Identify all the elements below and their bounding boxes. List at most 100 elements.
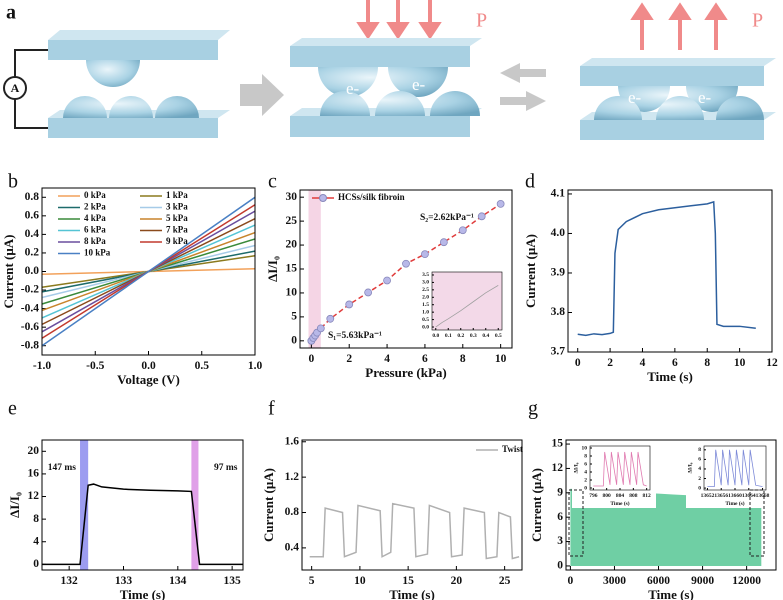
x-tick-label: 10 bbox=[354, 575, 366, 587]
x-tick-label: 8 bbox=[460, 353, 466, 365]
spheres bbox=[594, 96, 764, 120]
point bbox=[383, 276, 391, 285]
y-tick-label: 12 bbox=[552, 462, 564, 474]
hemisphere bbox=[318, 67, 448, 97]
y-tick-label: -0.4 bbox=[21, 302, 39, 314]
x-tick-label: 135 bbox=[224, 575, 242, 587]
release-arrows bbox=[630, 2, 728, 50]
panel-a: a A P e- e- P bbox=[3, 0, 776, 140]
y-tick-label: 4 bbox=[698, 466, 701, 472]
x-tick-label: 0.4 bbox=[482, 333, 489, 339]
x-tick-label: 0.3 bbox=[470, 333, 477, 339]
legend-label: 1 kPa bbox=[166, 190, 188, 200]
plot-frame bbox=[301, 439, 523, 571]
arrow bbox=[500, 63, 546, 83]
y-axis-label: ΔI/I₀ bbox=[265, 256, 280, 282]
plate-top bbox=[290, 38, 482, 46]
plate bbox=[290, 46, 470, 67]
plot-frame bbox=[41, 439, 244, 571]
x-tick-label: 133 bbox=[115, 575, 133, 587]
x-tick-label: 800 bbox=[603, 493, 612, 499]
x-tick-label: 0.2 bbox=[457, 333, 464, 339]
x-tick-label: 10 bbox=[734, 357, 746, 369]
x-tick-label: 6 bbox=[422, 353, 428, 365]
wire bbox=[14, 99, 48, 129]
x-tick-label: 0.0 bbox=[141, 360, 156, 372]
annotation: S₁=5.63kPa⁻¹ bbox=[328, 331, 382, 341]
spheres bbox=[320, 91, 480, 116]
annotation: 97 ms bbox=[214, 463, 238, 473]
ammeter-label: A bbox=[11, 81, 20, 95]
x-tick-label: 4 bbox=[640, 357, 646, 369]
y-tick-label: 3.5 bbox=[422, 272, 429, 278]
x-tick-label: 0.5 bbox=[195, 360, 210, 372]
electron-label: e- bbox=[412, 75, 426, 94]
x-tick-label: 2 bbox=[346, 353, 352, 365]
point bbox=[364, 288, 373, 297]
annotation: 147 ms bbox=[48, 463, 77, 473]
x-tick-label: 0.5 bbox=[495, 333, 502, 339]
x-tick-label: 12 bbox=[766, 357, 778, 369]
y-tick-label: 6 bbox=[557, 511, 563, 523]
y-tick-label: 4 bbox=[33, 535, 39, 547]
x-tick-label: 5 bbox=[309, 575, 315, 587]
x-tick-label: 2 bbox=[607, 357, 613, 369]
y-tick-label: 0 bbox=[584, 485, 587, 491]
y-tick-label: 9 bbox=[557, 486, 563, 498]
plot-frame bbox=[567, 189, 773, 353]
pressure-label: P bbox=[476, 10, 487, 32]
x-tick-label: 132 bbox=[61, 575, 79, 587]
line bbox=[42, 483, 243, 566]
y-tick-label: -0.6 bbox=[21, 321, 39, 333]
y-tick-label: 4.0 bbox=[551, 227, 566, 239]
x-axis-label: Time (s) bbox=[610, 500, 629, 507]
y-tick-label: 0.6 bbox=[25, 209, 40, 221]
x-tick-label: 808 bbox=[629, 493, 638, 499]
y-tick-label: 3.9 bbox=[551, 267, 566, 279]
y-axis-label: ΔI/I₀ bbox=[7, 492, 22, 518]
y-tick-label: 0.0 bbox=[25, 265, 40, 277]
point bbox=[402, 259, 410, 268]
legend-marker bbox=[319, 194, 327, 202]
y-tick-label: 0 bbox=[291, 334, 297, 346]
x-tick-label: 1.0 bbox=[248, 360, 263, 372]
x-tick-label: 0.0 bbox=[432, 333, 439, 339]
y-tick-label: 0.4 bbox=[285, 542, 300, 554]
legend-label: Twist bbox=[502, 444, 523, 454]
hemisphere bbox=[618, 86, 738, 112]
panel-letter: f bbox=[268, 398, 275, 420]
y-tick-label: 0.8 bbox=[25, 191, 40, 203]
y-axis-label: Current (μA) bbox=[529, 468, 544, 542]
point bbox=[496, 199, 505, 208]
x-tick-label: 13668 bbox=[756, 493, 770, 499]
x-tick-label: 13660 bbox=[728, 493, 742, 499]
x-tick-label: 13664 bbox=[742, 493, 756, 499]
x-axis-label: Time (s) bbox=[648, 587, 694, 600]
x-tick-label: 134 bbox=[169, 575, 187, 587]
y-tick-label: 6 bbox=[584, 461, 587, 467]
y-axis-label: ΔI/I₀ bbox=[573, 462, 579, 473]
legend-label: 6 kPa bbox=[84, 225, 106, 235]
y-tick-label: 4 bbox=[584, 469, 587, 475]
y-tick-label: 30 bbox=[286, 191, 298, 203]
y-tick-label: 0.5 bbox=[422, 317, 429, 323]
plate bbox=[580, 120, 764, 140]
y-tick-label: 8 bbox=[33, 513, 39, 525]
y-tick-label: 2.0 bbox=[422, 295, 429, 301]
annotation: S₂=2.62kPa⁻¹ bbox=[420, 213, 474, 223]
plot-frame bbox=[299, 189, 513, 349]
plot-frame bbox=[41, 187, 256, 356]
highlight-band bbox=[308, 190, 321, 348]
legend-label: 8 kPa bbox=[84, 236, 106, 246]
x-axis-label: Voltage (V) bbox=[117, 372, 180, 387]
y-tick-label: 0 bbox=[33, 558, 39, 570]
x-tick-label: -0.5 bbox=[86, 360, 104, 372]
x-tick-label: 796 bbox=[589, 493, 598, 499]
press-arrows bbox=[356, 0, 442, 40]
y-tick-label: 6 bbox=[698, 457, 701, 463]
line bbox=[41, 196, 256, 347]
point bbox=[345, 300, 354, 309]
y-tick-label: 0.0 bbox=[422, 324, 429, 330]
legend-label: 0 kPa bbox=[84, 190, 106, 200]
pressure-label: P bbox=[752, 10, 763, 32]
